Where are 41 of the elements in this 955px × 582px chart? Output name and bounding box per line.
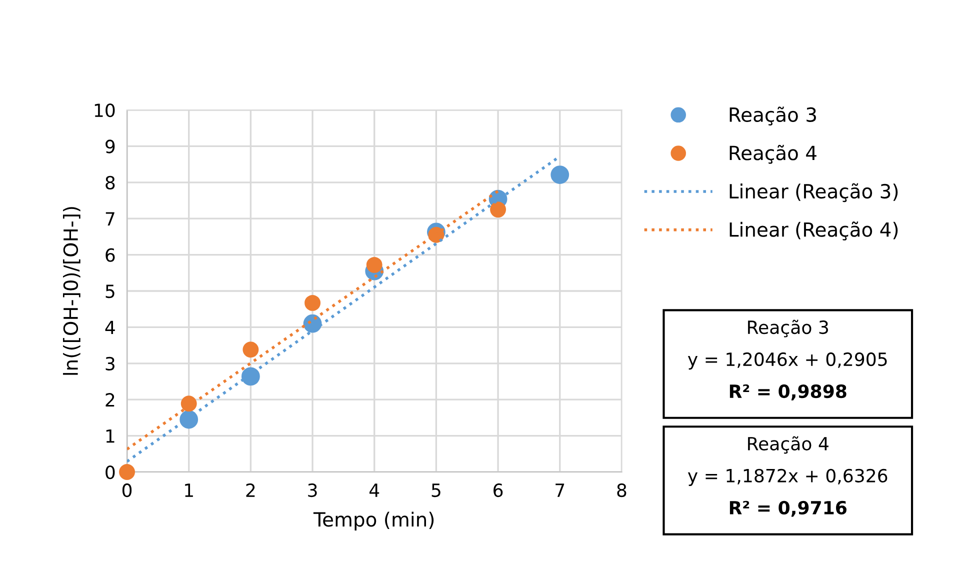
text: Reação 4 [748,436,828,454]
text: R² = 0,9898 [730,384,846,400]
y-tick-label: 4 [105,320,115,334]
legend-label: Reação 4 [730,144,816,164]
x-tick-label: 8 [617,483,626,498]
text: R² = 0,9716 [730,500,846,517]
point [366,256,382,273]
point [490,202,506,218]
x-axis-title: Tempo (min) [313,512,434,531]
y-tick-label: 5 [106,284,114,298]
point [242,342,259,358]
text: y = 1,1872x + 0,6326 [688,468,888,486]
x-tick-label: 0 [122,483,132,498]
x-tick-label: 7 [556,484,564,497]
x-tick-label: 3 [308,483,317,498]
y-tick-label: 0 [106,465,115,480]
point [550,166,570,184]
point [119,464,135,480]
text: Reação 3 [748,320,828,338]
x-tick-label: 4 [370,484,380,497]
y-tick-label: 9 [106,140,115,154]
y-tick-label: 3 [106,356,114,371]
text: y = 1,2046x + 0,2905 [688,352,887,370]
legend-label: Reação 3 [730,106,816,126]
point [304,294,320,311]
y-tick-label: 6 [106,248,115,262]
x-tick-label: 5 [432,484,440,498]
legend-label: Linear (Reação 4) [730,222,898,240]
y-tick-label: 7 [106,212,114,226]
x-tick-label: 6 [494,483,503,498]
x-tick-label: 1 [185,484,193,497]
y-tick-label: 10 [94,103,115,118]
legend-label: Linear (Reação 3) [730,183,898,202]
point [241,367,260,386]
point [180,396,197,412]
y-tick-label: 1 [106,430,114,443]
y-tick-label: 2 [106,393,114,406]
x-tick-label: 2 [246,483,255,497]
y-tick-label: 8 [106,176,115,190]
y-axis-title: ln(([OH-]0)/[OH-]) [63,207,80,375]
point [180,410,198,429]
